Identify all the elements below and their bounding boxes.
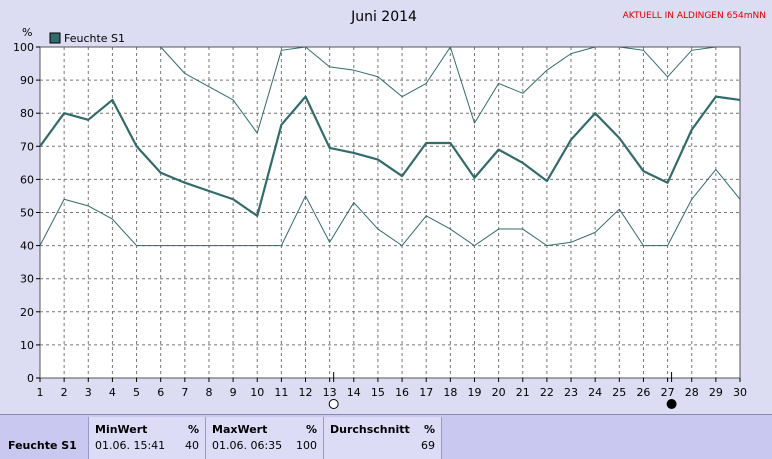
avg-value: 69 — [421, 439, 435, 452]
summary-table: Feuchte S1 MinWert % 01.06. 15:41 40 Max… — [0, 414, 772, 459]
max-value: 100 — [296, 439, 317, 452]
x-tick-label: 28 — [685, 386, 699, 399]
summary-label-cell: Feuchte S1 — [0, 417, 88, 459]
y-tick-label: 30 — [20, 273, 34, 286]
y-tick-label: 100 — [13, 41, 34, 54]
x-tick-label: 10 — [250, 386, 264, 399]
series-line-min — [39, 168, 741, 247]
max-unit: % — [305, 423, 317, 436]
x-tick-label: 5 — [133, 386, 140, 399]
y-tick-label: 50 — [20, 207, 34, 220]
max-cell: MaxWert % 01.06. 06:35 100 — [205, 417, 323, 459]
x-tick-label: 12 — [299, 386, 313, 399]
legend-swatch — [49, 32, 61, 44]
x-tick-label: 17 — [419, 386, 433, 399]
avg-cell: Durchschnitt % 69 — [323, 417, 441, 459]
chart-title: Juni 2014 — [350, 9, 417, 25]
x-tick-label: 1 — [37, 386, 44, 399]
station-label: AKTUELL IN ALDINGEN 654mNN — [623, 11, 766, 21]
x-tick-label: 9 — [230, 386, 237, 399]
legend: Feuchte S1 — [49, 32, 125, 45]
series-line-average — [39, 95, 741, 217]
x-tick-label: 3 — [85, 386, 92, 399]
min-cell: MinWert % 01.06. 15:41 40 — [88, 417, 205, 459]
empty-cell — [441, 417, 772, 459]
y-tick-label: 0 — [27, 372, 34, 385]
max-header: MaxWert — [212, 423, 268, 436]
x-tick-label: 6 — [157, 386, 164, 399]
x-axis-ticks: 1 2 3 4 5 6 7 8 9 10 11 12 13 14 15 16 17 18 19 20 21 22 23 24 2… — [37, 378, 747, 399]
x-tick-label: 14 — [347, 386, 361, 399]
x-tick-label: 15 — [371, 386, 385, 399]
new-moon-icon — [666, 399, 677, 409]
y-tick-label: 20 — [20, 306, 34, 319]
x-tick-label: 7 — [181, 386, 188, 399]
x-tick-label: 4 — [109, 386, 116, 399]
x-tick-label: 24 — [588, 386, 602, 399]
min-unit: % — [187, 423, 199, 436]
x-tick-label: 8 — [205, 386, 212, 399]
max-time: 01.06. 06:35 — [212, 439, 283, 452]
x-tick-label: 22 — [540, 386, 554, 399]
sensor-name: Feuchte S1 — [8, 439, 77, 452]
x-tick-label: 19 — [467, 386, 481, 399]
y-axis-unit: % — [22, 26, 32, 39]
min-time: 01.06. 15:41 — [95, 439, 166, 452]
min-value: 40 — [185, 439, 199, 452]
avg-unit: % — [423, 423, 435, 436]
x-tick-label: 16 — [395, 386, 409, 399]
y-axis-ticks: 0 10 20 30 40 50 60 70 80 90 100 — [13, 41, 40, 385]
x-tick-label: 2 — [61, 386, 68, 399]
y-tick-label: 70 — [20, 140, 34, 153]
y-tick-label: 40 — [20, 240, 34, 253]
y-tick-label: 80 — [20, 107, 34, 120]
x-tick-label: 18 — [443, 386, 457, 399]
x-tick-label: 11 — [274, 386, 288, 399]
y-tick-label: 10 — [20, 339, 34, 352]
y-tick-label: 90 — [20, 74, 34, 87]
x-tick-label: 23 — [564, 386, 578, 399]
x-tick-label: 21 — [516, 386, 530, 399]
min-header: MinWert — [95, 423, 148, 436]
full-moon-icon — [328, 399, 339, 409]
grid-lines — [40, 47, 740, 378]
x-tick-label: 30 — [733, 386, 747, 399]
x-tick-label: 25 — [612, 386, 626, 399]
x-tick-label: 29 — [709, 386, 723, 399]
x-tick-label: 13 — [323, 386, 337, 399]
x-tick-label: 26 — [636, 386, 650, 399]
moon-phase-markers — [328, 372, 677, 409]
y-tick-label: 60 — [20, 173, 34, 186]
avg-header: Durchschnitt — [330, 423, 410, 436]
legend-label: Feuchte S1 — [64, 32, 125, 45]
x-tick-label: 20 — [492, 386, 506, 399]
x-tick-label: 27 — [661, 386, 675, 399]
